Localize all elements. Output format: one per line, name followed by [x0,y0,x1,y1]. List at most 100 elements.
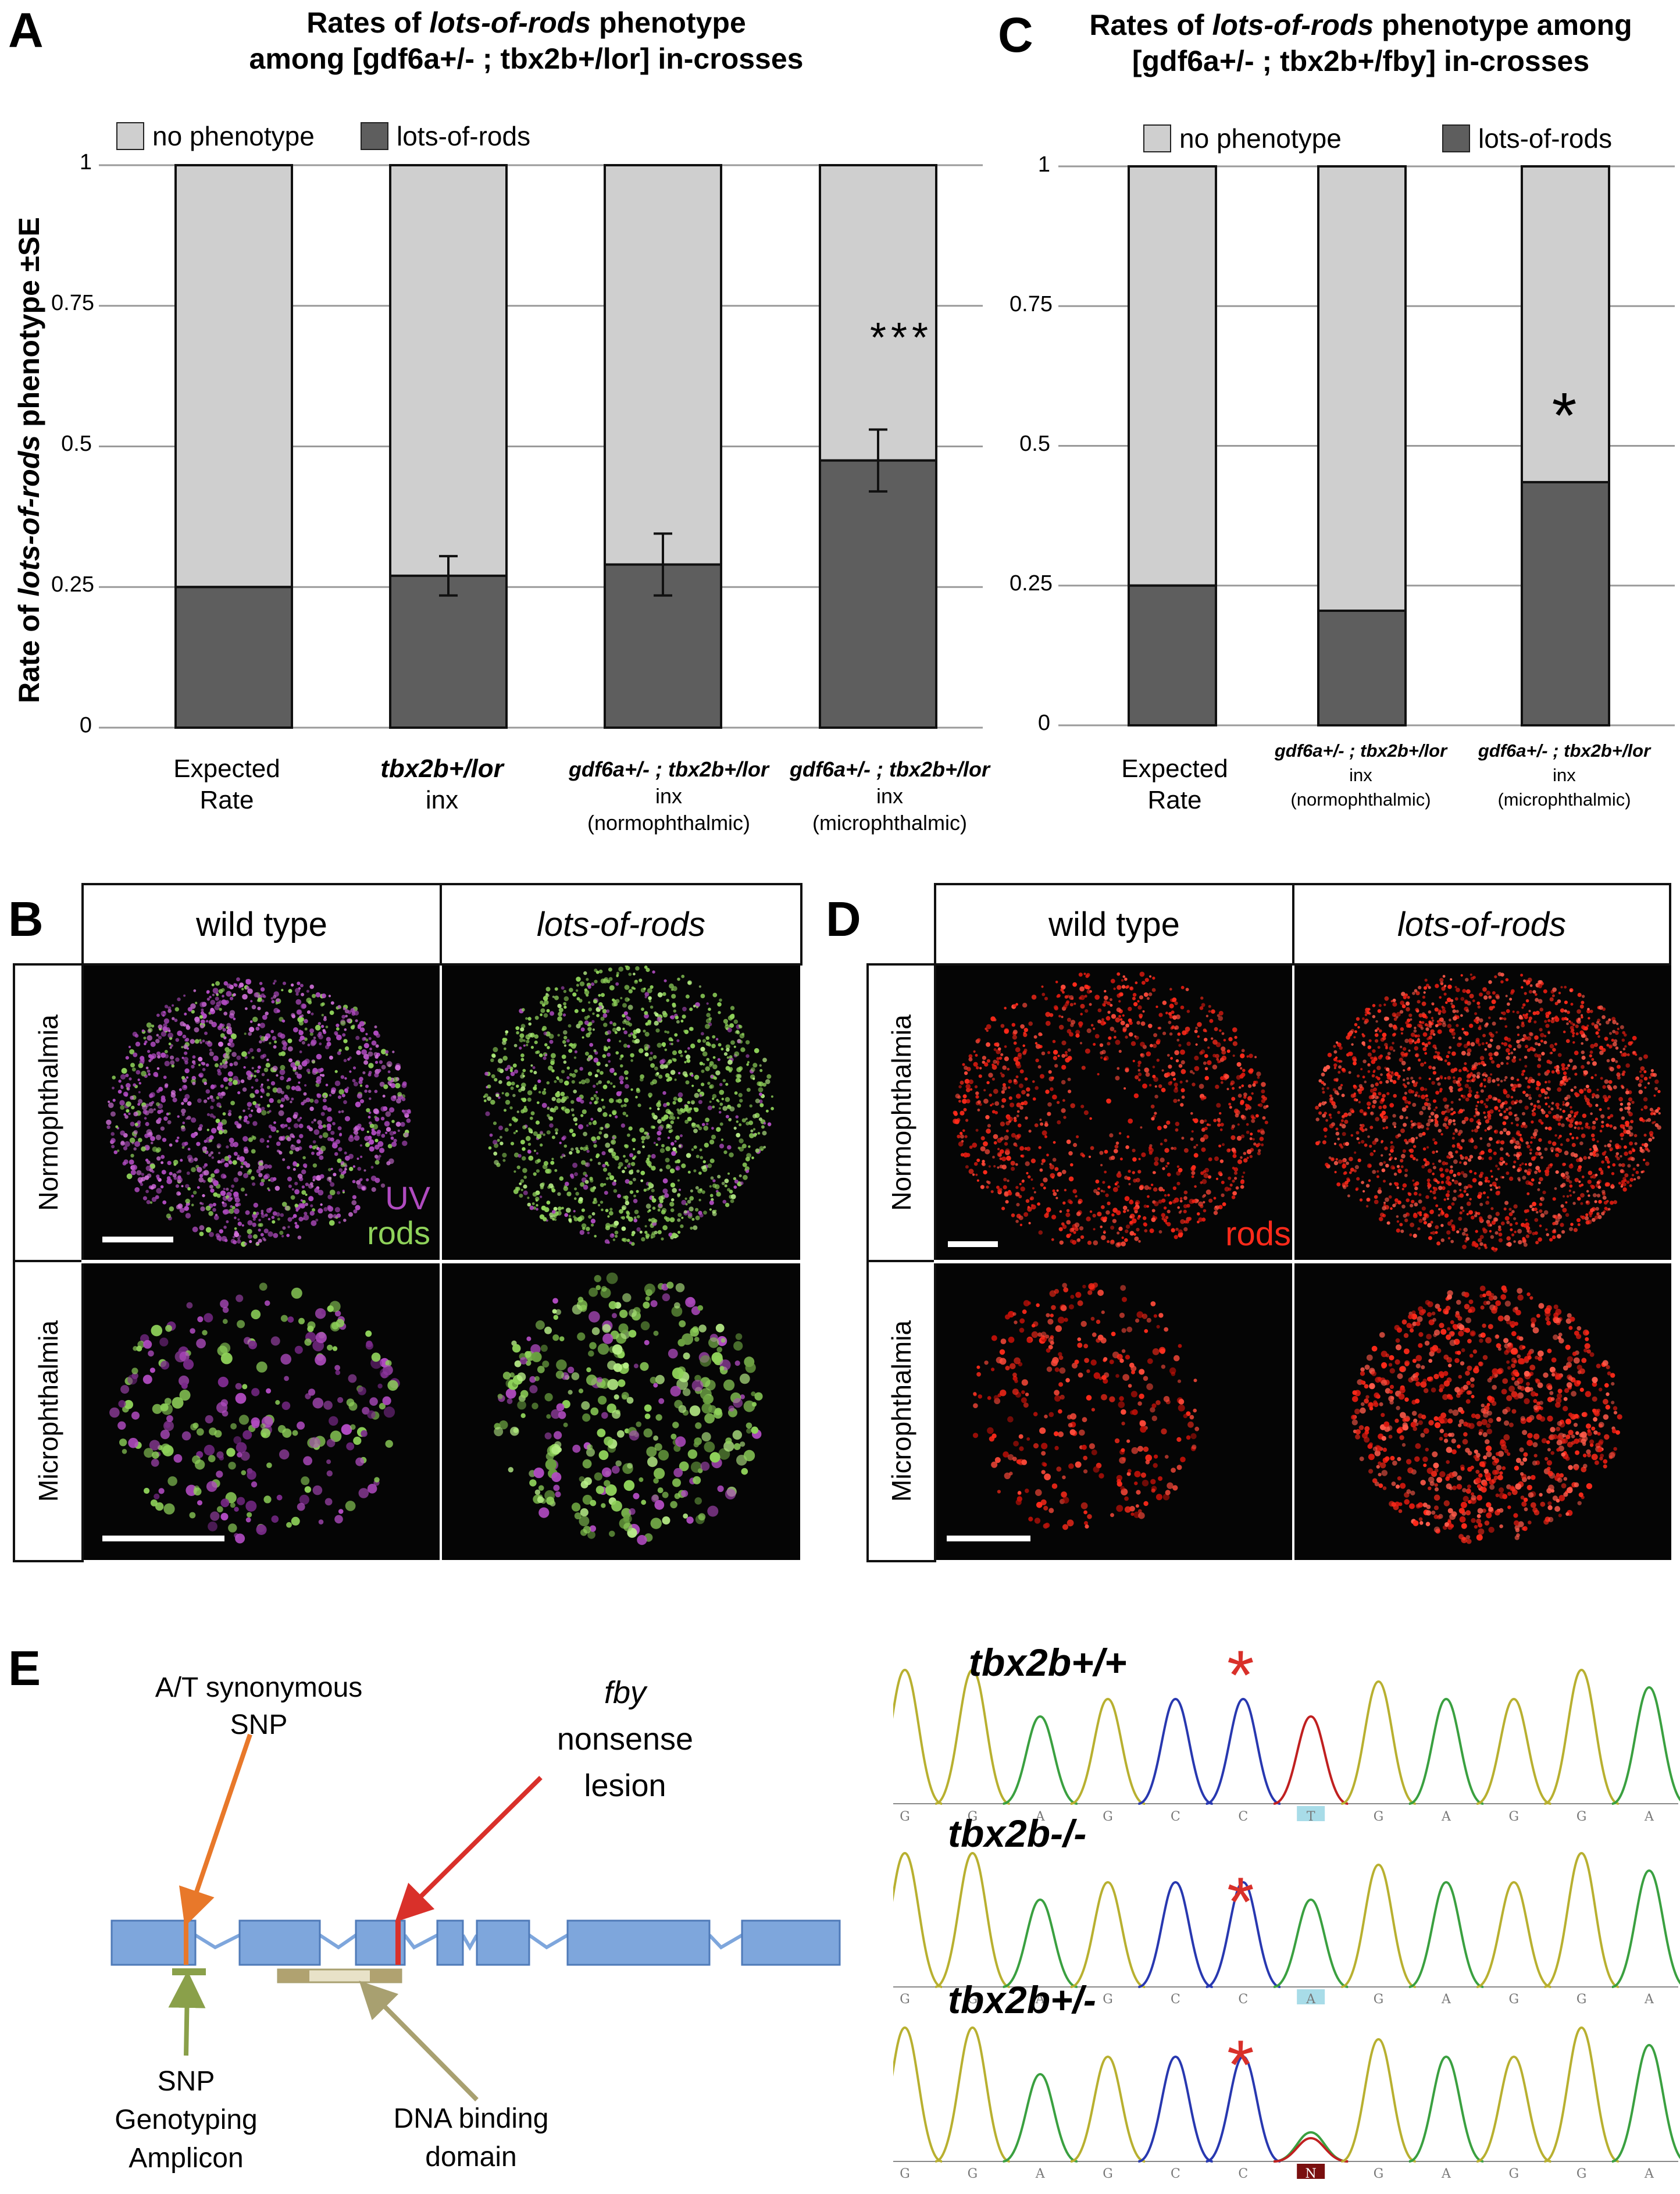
photoreceptor [319,1135,323,1139]
photoreceptor [542,1360,550,1368]
photoreceptor [318,1519,324,1525]
photoreceptor [676,1039,680,1042]
photoreceptor [609,985,615,991]
photoreceptor [727,1027,732,1032]
photoreceptor [1152,1074,1156,1078]
photoreceptor [502,1056,508,1061]
photoreceptor [1194,1030,1198,1034]
photoreceptor [1019,1183,1022,1185]
photoreceptor [677,1218,681,1222]
photoreceptor [997,1166,1000,1169]
photoreceptor [389,1107,395,1113]
photoreceptor [558,1011,563,1017]
bar-lots-of-rods [819,459,937,729]
photoreceptor [543,1013,548,1018]
photoreceptor [557,1077,560,1080]
photoreceptor [161,1170,166,1175]
photoreceptor [222,1024,225,1027]
photoreceptor [219,1342,231,1354]
photoreceptor [1194,1185,1197,1188]
photoreceptor [1608,1080,1613,1084]
photoreceptor [209,1048,212,1052]
photoreceptor [1173,1197,1179,1203]
photoreceptor [653,1142,656,1144]
photoreceptor [171,1064,175,1068]
photoreceptor [1002,1083,1006,1087]
photoreceptor [1151,1209,1155,1213]
photoreceptor [316,1079,322,1084]
photoreceptor [1144,1185,1150,1190]
photoreceptor [690,1100,695,1105]
photoreceptor [555,1491,561,1498]
photoreceptor [336,1319,345,1327]
photoreceptor [1126,1135,1130,1138]
photoreceptor [149,1367,155,1373]
photoreceptor [266,1092,270,1097]
photoreceptor [1132,996,1136,1000]
photoreceptor [251,1309,261,1320]
photoreceptor [190,1039,195,1044]
micrograph-b-wt-normo [84,966,440,1260]
photoreceptor [141,1029,145,1032]
photoreceptor [525,1017,528,1020]
photoreceptor [195,1002,198,1005]
photoreceptor [666,1062,670,1066]
photoreceptor [281,1401,291,1411]
photoreceptor [342,1033,346,1037]
photoreceptor [506,1075,510,1080]
photoreceptor [128,1045,131,1049]
photoreceptor [1107,1042,1111,1046]
photoreceptor [208,1211,213,1216]
photoreceptor [1000,1053,1004,1056]
photoreceptor [987,1124,991,1128]
photoreceptor [607,1379,619,1390]
photoreceptor [1105,1210,1110,1215]
photoreceptor [507,1398,513,1404]
photoreceptor [221,1091,226,1096]
photoreceptor [1110,1027,1115,1031]
photoreceptor [1048,1070,1052,1074]
photoreceptor [572,1113,575,1117]
photoreceptor [1601,1015,1606,1020]
photoreceptor [1118,1049,1122,1053]
photoreceptor [326,1459,331,1465]
photoreceptor [580,1182,585,1187]
photoreceptor [1549,997,1554,1002]
photoreceptor [596,1014,600,1017]
photoreceptor [550,1011,554,1016]
photoreceptor [1001,1073,1005,1078]
photoreceptor [541,1182,545,1186]
photoreceptor [561,986,565,990]
photoreceptor [623,1098,629,1103]
photoreceptor [271,1515,279,1523]
photoreceptor [630,1088,633,1091]
photoreceptor [281,1202,287,1207]
photoreceptor [1072,982,1077,987]
photoreceptor [1178,1167,1183,1173]
photoreceptor [965,1119,969,1122]
photoreceptor [381,1134,386,1138]
photoreceptor [584,1016,588,1020]
photoreceptor [1255,1144,1260,1148]
photoreceptor [1217,1123,1221,1127]
photoreceptor [229,1063,233,1067]
photoreceptor [351,1011,356,1016]
photoreceptor [1040,1122,1044,1126]
photoreceptor [705,1024,710,1029]
photoreceptor [350,1424,356,1430]
photoreceptor [657,1042,662,1048]
photoreceptor [1196,1144,1199,1146]
photoreceptor [733,1185,737,1189]
photoreceptor [762,1057,767,1063]
photoreceptor [1649,1076,1652,1079]
photoreceptor [1339,1046,1343,1050]
photoreceptor [266,1145,269,1148]
photoreceptor [679,1461,689,1472]
photoreceptor [522,1168,527,1173]
photoreceptor [710,1075,714,1078]
photoreceptor [395,1082,401,1089]
photoreceptor [204,1081,207,1085]
photoreceptor [546,1009,550,1013]
photoreceptor [654,1066,658,1071]
photoreceptor [1181,1137,1185,1140]
